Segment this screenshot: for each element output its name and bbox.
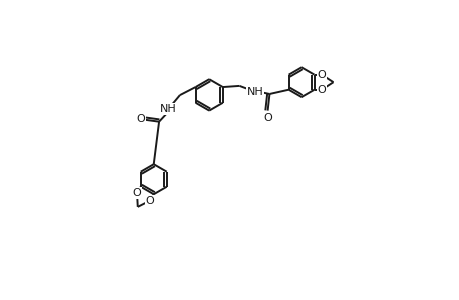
Text: O: O [132,188,141,198]
Text: NH: NH [246,87,263,97]
Text: O: O [136,114,145,124]
Text: O: O [317,70,325,80]
Text: O: O [317,85,325,95]
Text: O: O [146,196,154,206]
Text: NH: NH [160,104,176,114]
Text: O: O [263,113,271,123]
